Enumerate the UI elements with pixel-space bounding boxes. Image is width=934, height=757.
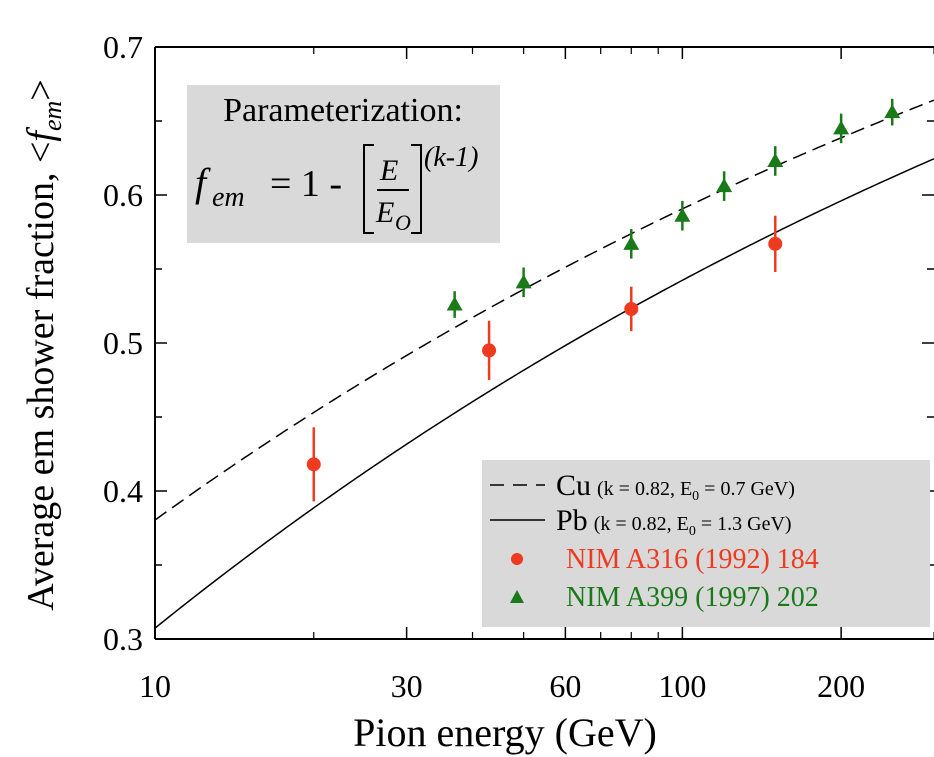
data-point-triangle	[446, 296, 463, 311]
svg-text:= 1 -: = 1 -	[270, 163, 342, 205]
legend-item-cu: Cu (k = 0.82, E0 = 0.7 GeV)	[490, 469, 795, 504]
data-points	[306, 98, 901, 502]
svg-text:em: em	[212, 182, 245, 213]
tick-labels: 0.3 0.4 0.5 0.6 0.7 10 30 60 100 200	[103, 29, 865, 704]
svg-text:O: O	[395, 210, 411, 235]
data-point-triangle	[767, 152, 784, 167]
data-point-circle	[624, 301, 639, 316]
svg-text:NIM A316 (1992) 184: NIM A316 (1992) 184	[566, 544, 819, 575]
legend-item-nim-a316: NIM A316 (1992) 184	[511, 544, 819, 575]
x-tick-label: 60	[549, 668, 581, 704]
svg-text:NIM A399 (1997) 202: NIM A399 (1997) 202	[566, 582, 819, 613]
formula: f em = 1 - E E O (k-1)	[195, 142, 478, 235]
svg-text:Pb(k = 0.82, E0 = 1.3 GeV): Pb (k = 0.82, E0 = 1.3 GeV)	[556, 504, 792, 539]
data-point-triangle	[515, 274, 532, 289]
parameterization-box: Parameterization: f em = 1 - E E O (k-1)	[187, 85, 500, 243]
y-tick-label: 0.7	[103, 29, 143, 65]
data-point-triangle	[716, 178, 733, 193]
pb-solid-curve	[155, 158, 934, 629]
x-tick-label: 30	[391, 668, 423, 704]
x-tick-label: 10	[139, 668, 171, 704]
parameterization-title: Parameterization:	[223, 92, 463, 129]
legend-circle-marker	[511, 553, 523, 565]
data-point-triangle	[623, 235, 640, 250]
data-point-circle	[482, 343, 497, 358]
svg-text:Cu(k = 0.82, E0 = 0.7 GeV): Cu (k = 0.82, E0 = 0.7 GeV)	[556, 469, 795, 504]
legend-triangle-marker	[510, 590, 524, 603]
axis-ticks	[154, 46, 934, 640]
data-point-triangle	[674, 207, 691, 222]
cu-dashed-curve	[155, 99, 934, 521]
data-point-circle	[306, 457, 321, 472]
data-point-triangle	[833, 120, 850, 135]
legend: Cu (k = 0.82, E0 = 0.7 GeV) Pb (k = 0.82, …	[482, 460, 930, 627]
legend-item-pb: Pb (k = 0.82, E0 = 1.3 GeV)	[490, 504, 792, 539]
svg-text:E: E	[375, 196, 394, 229]
data-point-circle	[768, 236, 783, 251]
svg-text:E: E	[379, 154, 398, 187]
legend-item-nim-a399: NIM A399 (1997) 202	[510, 582, 819, 613]
y-tick-label: 0.4	[103, 473, 143, 509]
y-tick-label: 0.3	[103, 621, 143, 657]
x-tick-label: 100	[658, 668, 706, 704]
x-tick-label: 200	[817, 668, 865, 704]
y-tick-label: 0.6	[103, 177, 143, 213]
x-axis-label: Pion energy (GeV)	[353, 710, 657, 755]
data-point-triangle	[884, 104, 901, 119]
y-tick-label: 0.5	[103, 325, 143, 361]
y-axis-label: Average em shower fraction, <fem>	[20, 79, 67, 610]
svg-text:(k-1): (k-1)	[424, 142, 478, 173]
